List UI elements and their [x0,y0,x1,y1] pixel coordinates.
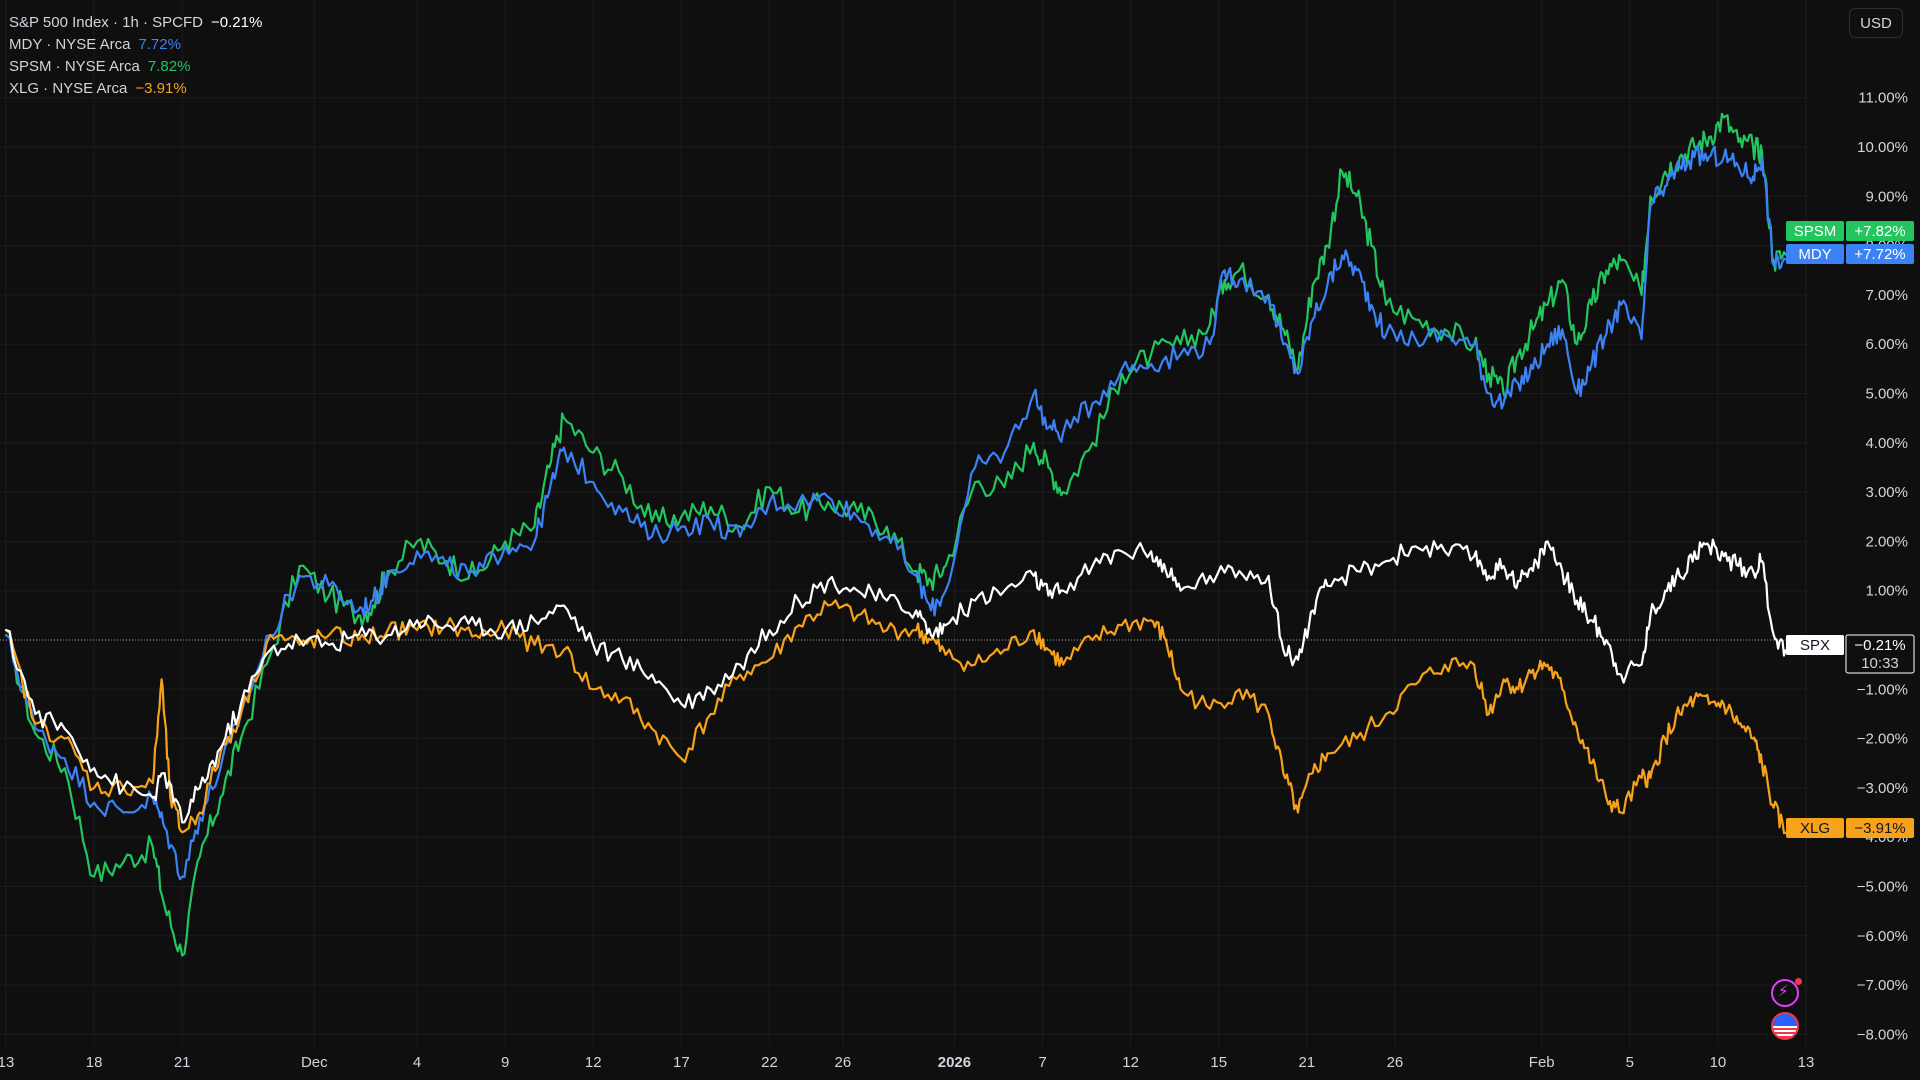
y-tick-label: −7.00% [1857,977,1908,994]
axis-label-name: SPX [1800,637,1830,654]
x-tick-label: 2026 [938,1054,971,1071]
x-tick-label: 26 [1387,1054,1404,1071]
y-tick-label: −8.00% [1857,1026,1908,1043]
x-tick-label: 12 [585,1054,602,1071]
notification-dot-icon [1795,978,1802,985]
y-tick-label: 3.00% [1865,484,1908,501]
axis-label-spsm[interactable]: SPSM +7.82% [1786,221,1914,241]
axis-label-name-bg [1786,221,1844,241]
x-tick-label: 21 [174,1054,191,1071]
axis-label-value-border [1845,634,1915,674]
x-tick-label: 13 [0,1054,14,1071]
axis-label-value: −3.91% [1854,820,1905,837]
y-tick-label: −2.00% [1857,731,1908,748]
axis-label-value-bg [1846,221,1914,241]
y-tick-label: −6.00% [1857,928,1908,945]
axis-label-value-bg [1846,244,1914,264]
legend-spsm-value: 7.82% [147,58,191,75]
y-tick-label: 2.00% [1865,533,1908,550]
legend-xlg[interactable]: XLG · NYSE Arca −3.91% [9,78,262,100]
axis-label-mdy[interactable]: MDY +7.72% [1786,244,1914,264]
x-tick-label: Feb [1529,1054,1555,1071]
axis-label-value: −0.21% [1854,637,1905,654]
y-tick-label: 1.00% [1865,583,1908,600]
x-tick-label: 9 [501,1054,509,1071]
axis-label-name-bg [1786,635,1844,655]
series-line-mdy [4,145,1787,881]
x-tick-label: 5 [1626,1054,1634,1071]
x-tick-label: 21 [1298,1054,1315,1071]
axis-label-name-bg [1786,244,1844,264]
legend-xlg-value: −3.91% [135,80,187,97]
axis-label-value: +7.82% [1854,223,1905,240]
x-tick-label: Dec [301,1054,328,1071]
grid [0,0,1810,1046]
axis-label-name: XLG [1800,820,1830,837]
series-line-spsm [4,112,1787,957]
x-tick-label: 4 [413,1054,421,1071]
x-tick-label: 17 [673,1054,690,1071]
y-tick-label: −5.00% [1857,879,1908,896]
axis-label-spx[interactable]: SPX −0.21%10:33 [1786,634,1915,674]
axis-label-name: SPSM [1794,223,1837,240]
legend-mdy-name: MDY · NYSE Arca [9,36,131,53]
axis-label-value-bg [1846,818,1914,838]
us-flag-icon[interactable] [1771,1012,1799,1040]
x-tick-label: 12 [1122,1054,1139,1071]
x-tick-label: 10 [1710,1054,1727,1071]
y-tick-label: −1.00% [1857,681,1908,698]
axis-label-xlg[interactable]: XLG −3.91% [1786,818,1914,838]
y-tick-label: 4.00% [1865,435,1908,452]
x-tick-label: 13 [1798,1054,1815,1071]
x-tick-label: 22 [761,1054,778,1071]
currency-button[interactable]: USD [1849,8,1903,38]
y-tick-label: 11.00% [1858,90,1908,107]
axis-label-countdown: 10:33 [1861,655,1899,672]
bolt-icon[interactable] [1771,979,1799,1007]
series-line-spx [4,538,1787,824]
axis-label-name-bg [1786,818,1844,838]
y-tick-label: 5.00% [1865,386,1908,403]
axis-label-name: MDY [1798,246,1831,263]
legend-main-name: S&P 500 Index · 1h · SPCFD [9,14,203,31]
y-tick-label: 6.00% [1865,336,1908,353]
legend: S&P 500 Index · 1h · SPCFD −0.21% MDY · N… [9,12,262,100]
legend-main-value: −0.21% [210,14,263,31]
x-tick-label: 15 [1210,1054,1227,1071]
legend-main[interactable]: S&P 500 Index · 1h · SPCFD −0.21% [9,12,262,34]
legend-spsm[interactable]: SPSM · NYSE Arca 7.82% [9,56,262,78]
y-tick-label: 7.00% [1865,287,1908,304]
legend-mdy-value: 7.72% [138,36,181,53]
x-tick-label: 26 [835,1054,852,1071]
legend-xlg-name: XLG · NYSE Arca [9,80,128,97]
legend-mdy[interactable]: MDY · NYSE Arca 7.72% [9,34,262,56]
y-tick-label: −3.00% [1857,780,1908,797]
y-tick-label: 10.00% [1857,139,1908,156]
x-tick-label: 7 [1038,1054,1046,1071]
x-tick-label: 18 [86,1054,103,1071]
legend-spsm-name: SPSM · NYSE Arca [9,58,140,75]
axis-label-value: +7.72% [1854,246,1905,263]
y-tick-label: 9.00% [1865,188,1908,205]
